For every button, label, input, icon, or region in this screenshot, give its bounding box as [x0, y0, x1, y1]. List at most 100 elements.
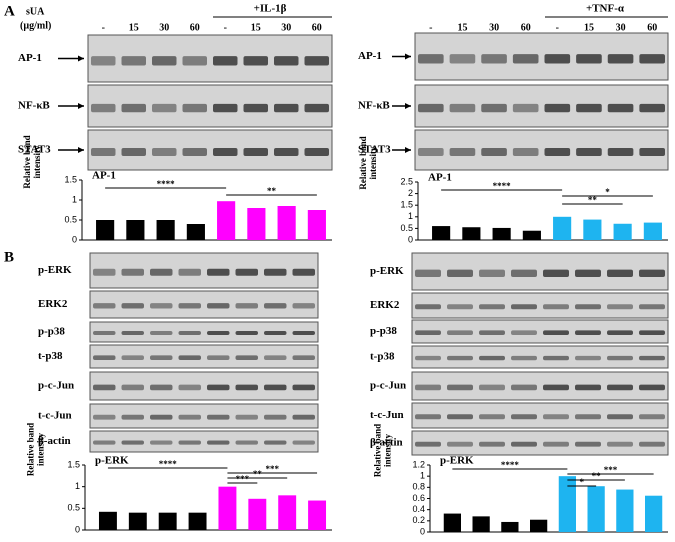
- blot-band: [415, 304, 441, 310]
- y-tick-label: 2.5: [400, 176, 413, 186]
- blot-band: [607, 54, 634, 64]
- blot-band: [235, 384, 258, 391]
- arrow-head: [405, 103, 411, 109]
- blot-label: t-c-Jun: [370, 409, 404, 421]
- bar: [616, 489, 634, 532]
- dose-label: 30: [159, 22, 169, 33]
- blot-band: [91, 148, 116, 156]
- blot-label: p-ERK: [38, 264, 72, 276]
- dose-label: 15: [129, 22, 139, 33]
- blot-band: [639, 103, 665, 113]
- blot-band: [264, 303, 287, 309]
- blot-band: [121, 303, 144, 309]
- blot-band: [292, 355, 315, 360]
- y-label-box: Relative band intensity: [25, 423, 45, 476]
- blot-band: [447, 441, 473, 447]
- blot-band: [235, 303, 258, 309]
- y-tick-label: 0.5: [67, 503, 80, 513]
- bar: [307, 210, 326, 240]
- y-label-box: Relative band intensity: [358, 136, 378, 189]
- y-tick-label: 1.5: [67, 459, 80, 469]
- bar: [432, 226, 451, 240]
- blot-band: [575, 304, 601, 310]
- blot-band: [292, 384, 315, 391]
- blot-label: t-p38: [370, 351, 395, 363]
- significance-label: ****: [159, 459, 178, 469]
- y-tick-label: 0.5: [400, 223, 413, 233]
- blot-band: [576, 54, 602, 64]
- bar: [643, 222, 662, 240]
- blot-band: [639, 414, 665, 420]
- blot-band: [178, 384, 201, 391]
- blot-band: [447, 269, 473, 278]
- blot-label: ERK2: [38, 298, 68, 310]
- blot-band: [121, 414, 144, 420]
- blot-band: [418, 148, 444, 156]
- dose-label: 60: [521, 22, 531, 33]
- blot-band: [639, 54, 665, 64]
- blot-label: ERK2: [370, 299, 400, 311]
- blot-band: [543, 304, 569, 310]
- blot-band: [235, 355, 258, 360]
- blot-band: [544, 103, 571, 113]
- blot-band: [447, 304, 473, 310]
- y-label-box: Relative band intensity: [372, 424, 392, 477]
- blot-band: [447, 330, 473, 335]
- blot-band: [93, 331, 116, 335]
- significance-label: *: [605, 187, 610, 197]
- bar: [128, 512, 147, 530]
- blot-band: [178, 331, 201, 335]
- blot-band: [543, 269, 569, 278]
- bar: [443, 513, 461, 532]
- significance-label: ****: [157, 179, 176, 189]
- blot-band: [511, 414, 537, 420]
- dose-label: 15: [584, 22, 594, 33]
- blot-band: [576, 103, 602, 113]
- blot-band: [415, 330, 441, 335]
- blot-label: t-c-Jun: [38, 410, 72, 422]
- blot-band: [121, 103, 146, 113]
- dose-label: -: [556, 22, 559, 33]
- blot: [89, 344, 319, 369]
- bar: [126, 220, 145, 240]
- blot-band: [639, 355, 665, 361]
- blot-band: [479, 269, 505, 278]
- blot-band: [264, 331, 287, 335]
- blot-band: [213, 56, 238, 66]
- blot-band: [152, 103, 177, 113]
- bar: [98, 511, 117, 530]
- blot-band: [449, 54, 476, 64]
- y-tick-label: 0.2: [412, 515, 425, 525]
- blot-band: [150, 440, 173, 445]
- blot-band: [264, 440, 287, 445]
- bar: [158, 512, 177, 530]
- blot-band: [264, 355, 287, 360]
- arrow-head: [405, 147, 411, 153]
- y-tick-label: 0.4: [412, 504, 425, 514]
- blot: [411, 430, 669, 456]
- blot-band: [213, 103, 238, 113]
- blot-band: [207, 268, 230, 276]
- blot-band: [93, 303, 116, 309]
- arrow-head: [78, 147, 84, 153]
- blot-band: [207, 384, 230, 391]
- blot-band: [415, 269, 441, 278]
- blot-band: [304, 148, 329, 156]
- bar: [501, 521, 519, 532]
- blot-band: [235, 268, 258, 276]
- blot-band: [512, 148, 539, 156]
- blot-label: t-p38: [38, 350, 63, 362]
- blot-band: [575, 330, 601, 335]
- panel-label: B: [4, 249, 14, 265]
- bar: [188, 512, 207, 530]
- blot-band: [511, 355, 537, 361]
- blot-band: [243, 103, 268, 113]
- chart-title: p-ERK: [95, 455, 129, 467]
- blot-band: [543, 355, 569, 361]
- blot-band: [481, 103, 507, 113]
- blot-band: [511, 269, 537, 278]
- y-label-box: Relative band intensity: [22, 135, 42, 188]
- blot-band: [576, 148, 602, 156]
- blot-band: [415, 414, 441, 420]
- blot-band: [121, 440, 144, 445]
